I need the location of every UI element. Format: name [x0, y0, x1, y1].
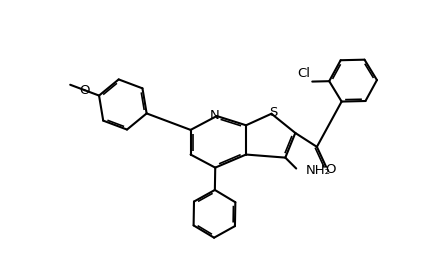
Text: O: O — [325, 163, 336, 176]
Text: Cl: Cl — [298, 67, 311, 80]
Text: NH₂: NH₂ — [306, 164, 331, 177]
Text: N: N — [210, 109, 219, 122]
Text: O: O — [79, 84, 90, 97]
Text: S: S — [270, 107, 278, 119]
